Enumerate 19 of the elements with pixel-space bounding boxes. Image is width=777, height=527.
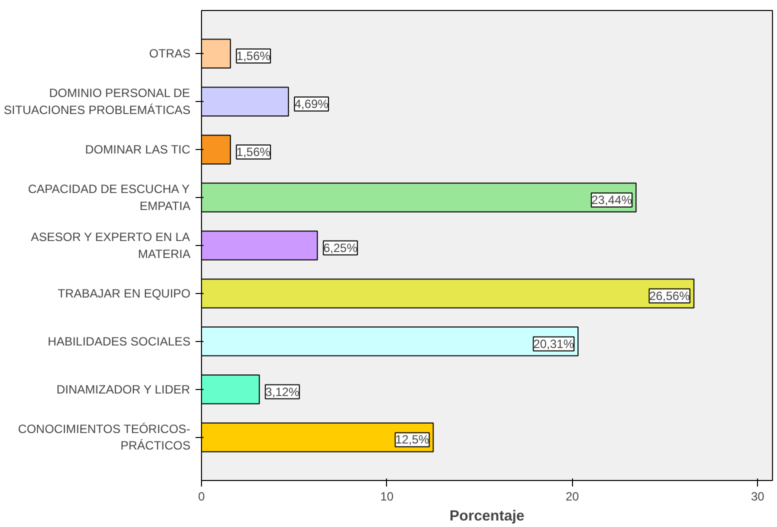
data-label: 1,56% — [236, 144, 271, 159]
y-tick-label: TRABAJAR EN EQUIPO — [58, 286, 191, 300]
x-tick-label: 30 — [750, 490, 765, 504]
data-label: 3,12% — [265, 384, 300, 399]
y-tick-label: ASESOR Y EXPERTO EN LA MATERIA — [30, 230, 191, 261]
y-tick-label: OTRAS — [149, 46, 191, 61]
y-tick-label: CONOCIMIENTOS TEÓRICOS- PRÁCTICOS — [18, 422, 191, 453]
x-axis-title: Porcentaje — [450, 508, 524, 524]
data-label: 6,25% — [323, 240, 358, 255]
x-tick-label: 20 — [566, 490, 580, 504]
x-tick-label: 0 — [198, 490, 206, 504]
y-tick-label: HABILIDADES SOCIALES — [48, 334, 190, 348]
y-tick-label: DINAMIZADOR Y LIDER — [56, 382, 190, 396]
data-label: 1,56% — [236, 49, 271, 64]
y-tick-label: CAPACIDAD DE ESCUCHA Y EMPATIA — [28, 182, 191, 213]
x-tick-label: 10 — [380, 490, 394, 504]
y-tick-label: DOMINAR LAS TIC — [85, 142, 191, 157]
y-tick-label: DOMINIO PERSONAL DE SITUACIONES PROBLEMÁTICAS — [4, 86, 190, 118]
data-label: 26,56% — [649, 288, 690, 303]
